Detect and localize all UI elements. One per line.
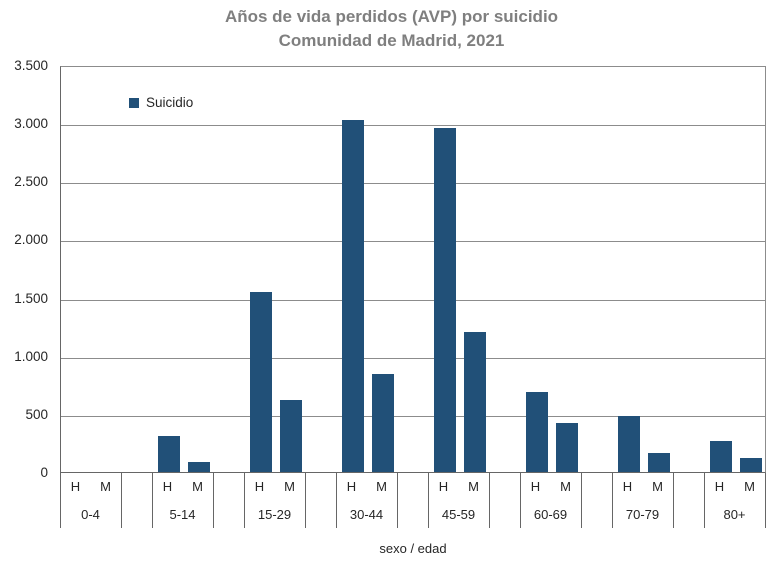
y-tick-label: 500 xyxy=(25,406,48,422)
x-axis-tick xyxy=(520,473,521,528)
sex-label-m: M xyxy=(376,479,387,494)
x-axis-tick xyxy=(765,473,766,528)
bar-m-60-69 xyxy=(555,423,578,472)
sex-label-m: M xyxy=(192,479,203,494)
bar-group-5-14 xyxy=(153,67,214,472)
age-group-label-70-79: 70-79 xyxy=(625,506,660,522)
x-axis-title: sexo / edad xyxy=(379,541,447,556)
x-axis-tick xyxy=(305,473,306,528)
age-group-label-5-14: 5-14 xyxy=(169,506,196,522)
sex-label-m: M xyxy=(744,479,755,494)
bar-group-70-79 xyxy=(613,67,674,472)
y-tick-label: 1.500 xyxy=(14,290,48,306)
x-axis-tick xyxy=(489,473,490,528)
x-axis-tick xyxy=(121,473,122,528)
x-axis-tick xyxy=(397,473,398,528)
legend-label: Suicidio xyxy=(146,95,194,110)
x-axis-category-area: H M 0-4 H M 5-14 H M 15-29 H M 30-44 H M 45-59 H M 60-69 H… xyxy=(60,473,766,528)
x-axis-tick xyxy=(428,473,429,528)
bar-group-60-69 xyxy=(521,67,582,472)
sex-label-m: M xyxy=(560,479,571,494)
x-axis-tick xyxy=(581,473,582,528)
x-axis-tick xyxy=(612,473,613,528)
sex-label-h: H xyxy=(530,479,541,494)
x-axis-tick xyxy=(60,473,61,528)
x-axis-tick xyxy=(213,473,214,528)
sex-label-m: M xyxy=(468,479,479,494)
bar-group-80+ xyxy=(705,67,766,472)
bar-h-15-29 xyxy=(249,292,272,472)
sex-label-h: H xyxy=(70,479,81,494)
y-tick-label: 0 xyxy=(40,465,48,480)
age-group-label-0-4: 0-4 xyxy=(81,506,100,522)
bar-group-0-4 xyxy=(61,67,122,472)
bar-group-30-44 xyxy=(337,67,398,472)
bar-group-45-59 xyxy=(429,67,490,472)
bar-m-70-79 xyxy=(647,453,670,472)
sex-label-m: M xyxy=(652,479,663,494)
age-group-label-15-29: 15-29 xyxy=(257,506,292,522)
x-axis-tick xyxy=(244,473,245,528)
bar-h-45-59 xyxy=(433,127,456,472)
bar-h-30-44 xyxy=(341,119,364,472)
sex-label-m: M xyxy=(284,479,295,494)
x-axis-tick xyxy=(704,473,705,528)
age-group-label-80+: 80+ xyxy=(723,506,746,522)
chart-title-line1: Años de vida perdidos (AVP) por suicidio xyxy=(224,7,559,26)
bar-h-5-14 xyxy=(157,435,180,472)
sex-label-h: H xyxy=(438,479,449,494)
bar-h-60-69 xyxy=(525,392,548,472)
gridline xyxy=(61,183,765,185)
y-tick-label: 3.500 xyxy=(14,58,48,73)
bar-group-15-29 xyxy=(245,67,306,472)
plot-area: Suicidio xyxy=(60,66,766,473)
sex-label-h: H xyxy=(622,479,633,494)
y-tick-label: 2.500 xyxy=(14,174,48,190)
gridline xyxy=(61,241,765,243)
legend: Suicidio xyxy=(129,95,193,110)
bar-h-80+ xyxy=(709,441,732,472)
gridline xyxy=(61,299,765,301)
bar-h-70-79 xyxy=(617,416,640,472)
gridline xyxy=(61,415,765,417)
y-tick-label: 1.000 xyxy=(14,348,48,364)
bar-m-80+ xyxy=(739,458,762,472)
gridline xyxy=(61,357,765,359)
chart-title-line2: Comunidad de Madrid, 2021 xyxy=(278,31,505,50)
bar-m-5-14 xyxy=(187,462,210,472)
sex-label-h: H xyxy=(254,479,265,494)
x-axis-tick xyxy=(673,473,674,528)
bar-m-45-59 xyxy=(463,332,486,472)
bar-m-15-29 xyxy=(279,399,302,472)
bar-m-30-44 xyxy=(371,374,394,472)
age-group-label-45-59: 45-59 xyxy=(441,506,476,522)
chart-title: Años de vida perdidos (AVP) por suicidio… xyxy=(0,5,783,53)
age-group-label-30-44: 30-44 xyxy=(349,506,384,522)
bars-layer xyxy=(61,67,765,472)
legend-swatch-icon xyxy=(129,97,139,108)
y-tick-label: 3.000 xyxy=(14,116,48,132)
x-axis-tick xyxy=(152,473,153,528)
gridline xyxy=(61,125,765,127)
x-axis-tick xyxy=(336,473,337,528)
sex-label-h: H xyxy=(162,479,173,494)
sex-label-h: H xyxy=(346,479,357,494)
sex-label-h: H xyxy=(714,479,725,494)
y-tick-label: 2.000 xyxy=(14,232,48,248)
age-group-label-60-69: 60-69 xyxy=(533,506,568,522)
sex-label-m: M xyxy=(100,479,111,494)
